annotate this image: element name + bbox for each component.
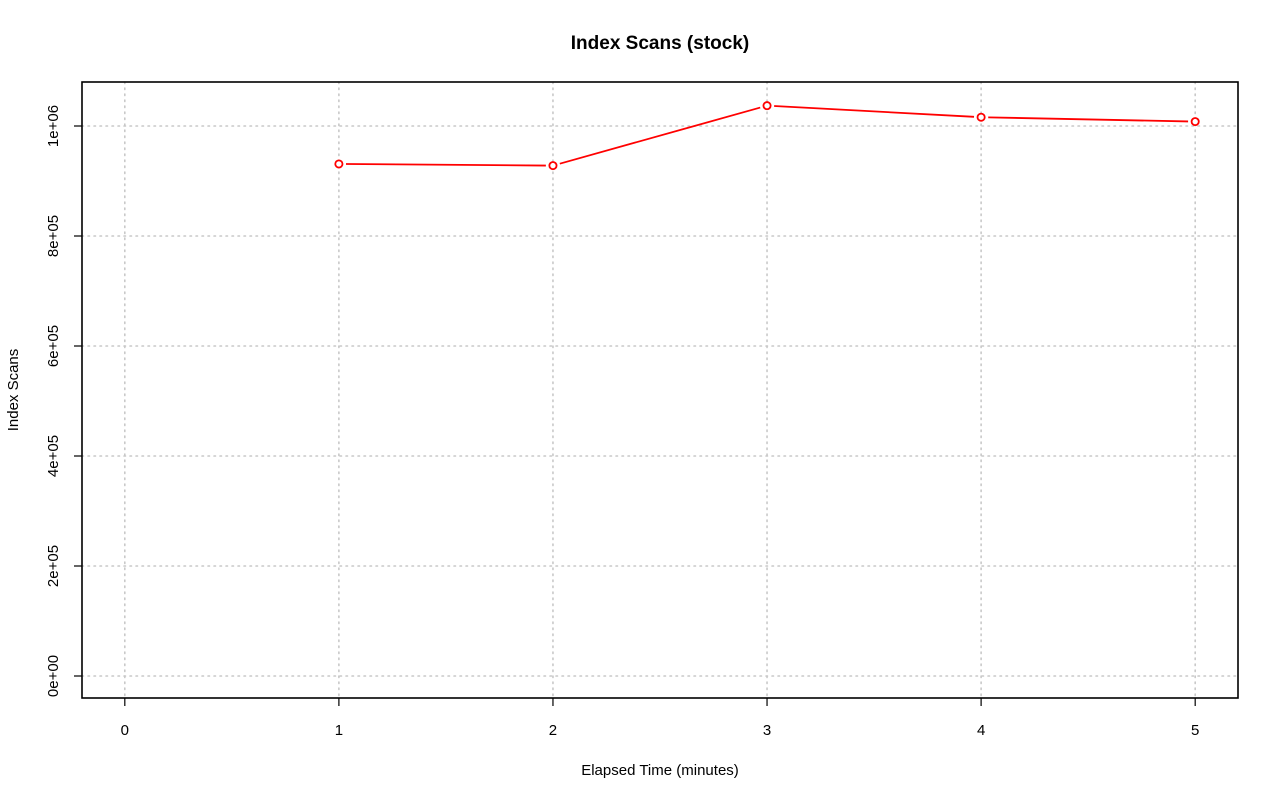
- chart-title: Index Scans (stock): [571, 33, 749, 54]
- x-tick-label-2: 2: [549, 722, 557, 739]
- series-0-segment-3: [988, 116, 1189, 123]
- x-tick-label-0: 0: [121, 722, 129, 739]
- y-axis-label: Index Scans: [5, 349, 22, 432]
- plot-frame: [81, 81, 1239, 699]
- series-0-point-2: [762, 101, 772, 111]
- series-0-segment-1: [559, 106, 761, 165]
- y-tick-label-3: 6e+05: [45, 325, 62, 367]
- series-0-point-1: [548, 161, 558, 171]
- y-tick-label-1: 2e+05: [45, 545, 62, 587]
- x-tick-label-1: 1: [335, 722, 343, 739]
- x-tick-label-4: 4: [977, 722, 985, 739]
- grid: [81, 81, 1239, 699]
- series-0-segment-0: [345, 163, 546, 167]
- series-0-point-3: [976, 112, 986, 122]
- series-0-point-4: [1190, 117, 1200, 127]
- x-axis: 0 1 2 3 4 5: [121, 698, 1199, 739]
- y-tick-label-5: 1e+06: [45, 105, 62, 147]
- y-axis: 0e+00 2e+05 4e+05 6e+05 8e+05 1e+06: [45, 105, 82, 697]
- y-tick-label-2: 4e+05: [45, 435, 62, 477]
- y-tick-label-4: 8e+05: [45, 215, 62, 257]
- series-0-point-0: [334, 159, 344, 169]
- x-tick-label-3: 3: [763, 722, 771, 739]
- x-tick-label-5: 5: [1191, 722, 1199, 739]
- series: [334, 101, 1200, 171]
- y-tick-label-0: 0e+00: [45, 655, 62, 697]
- x-axis-label: Elapsed Time (minutes): [581, 762, 739, 779]
- series-0-segment-2: [774, 105, 975, 118]
